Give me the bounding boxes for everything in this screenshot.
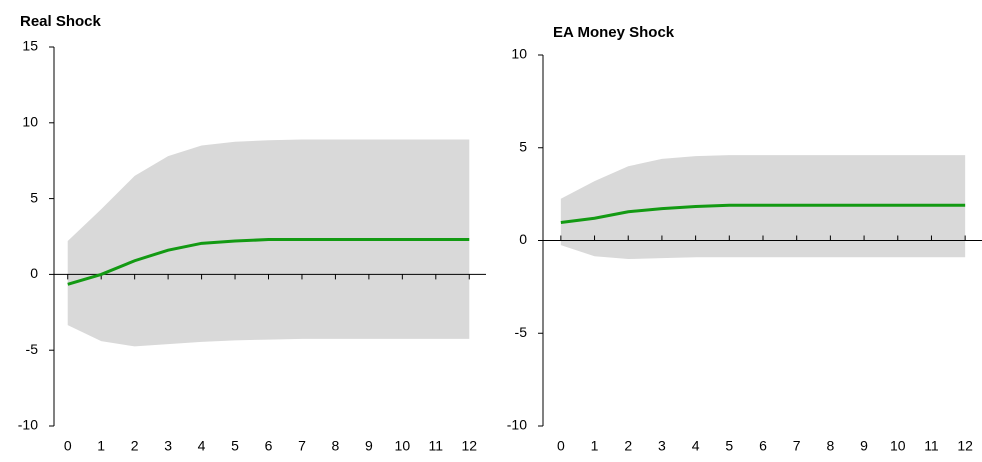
x-tick-label: 2 [624,438,632,454]
y-tick-label: 10 [511,46,527,62]
x-tick-label: 2 [131,438,139,454]
y-tick-label: -10 [507,417,527,433]
x-tick-label: 5 [725,438,733,454]
x-tick-label: 4 [198,438,206,454]
x-tick-label: 12 [461,438,477,454]
x-tick-label: 7 [298,438,306,454]
x-tick-label: 1 [97,438,105,454]
y-tick-label: 10 [22,114,38,130]
y-tick-label: 5 [30,189,38,205]
x-tick-label: 8 [826,438,834,454]
y-tick-label: -5 [26,341,39,357]
confidence-band [67,139,470,347]
x-tick-label: 8 [332,438,340,454]
x-tick-label: 9 [365,438,373,454]
y-tick-label: 0 [30,265,38,281]
x-tick-label: 11 [924,438,939,454]
x-tick-label: 5 [231,438,239,454]
x-tick-label: 7 [793,438,801,454]
x-tick-label: 3 [164,438,172,454]
x-tick-label: 6 [265,438,273,454]
x-tick-label: 11 [429,438,444,454]
x-tick-label: 4 [692,438,700,454]
chart-title: Real Shock [20,13,102,30]
chart-title: EA Money Shock [553,24,675,41]
x-tick-label: 10 [890,438,906,454]
x-tick-label: 10 [395,438,411,454]
confidence-band [560,155,966,260]
x-tick-label: 12 [957,438,973,454]
y-tick-label: 5 [519,138,527,154]
x-tick-label: 0 [557,438,565,454]
x-tick-label: 1 [591,438,599,454]
y-tick-label: 0 [519,231,527,247]
x-tick-label: 3 [658,438,666,454]
x-tick-label: 6 [759,438,767,454]
y-tick-label: -10 [18,417,38,433]
x-tick-label: 0 [64,438,72,454]
line [67,238,470,286]
x-tick-label: 9 [860,438,868,454]
y-tick-label: 15 [22,38,38,54]
line [560,203,966,224]
y-tick-label: -5 [515,324,528,340]
